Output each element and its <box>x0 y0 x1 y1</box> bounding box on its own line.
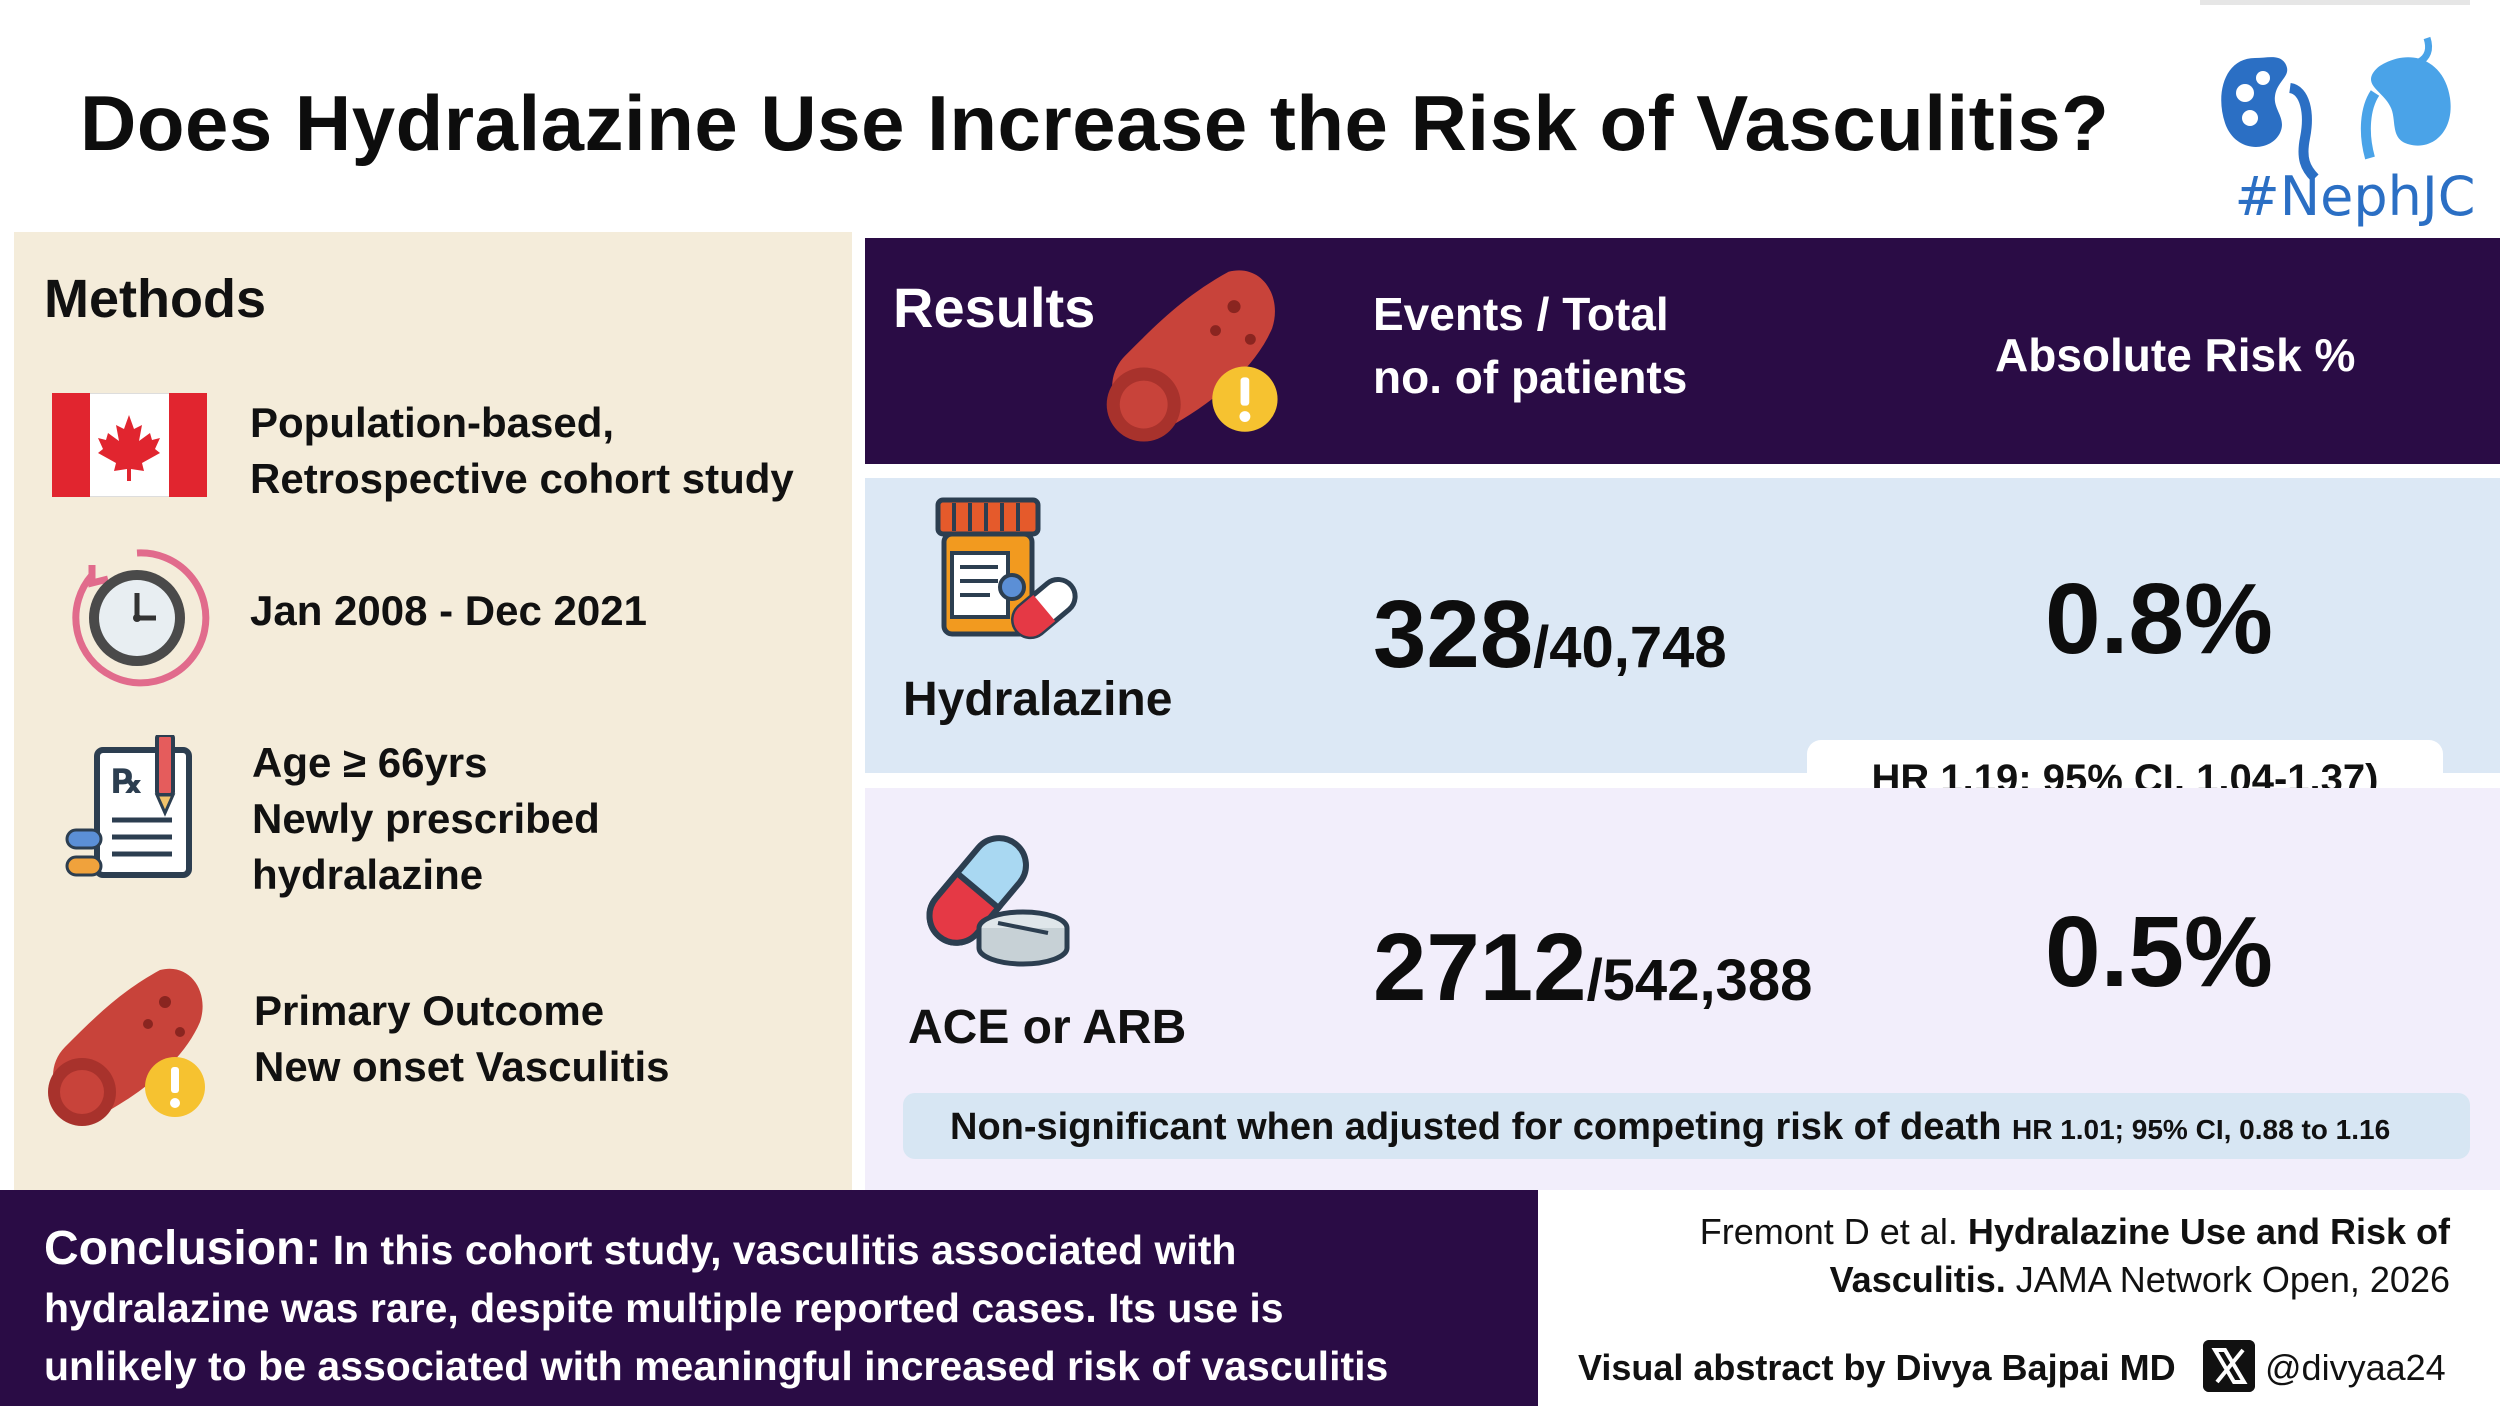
drug-label-hydralazine: Hydralazine <box>903 673 1173 726</box>
svg-text:℞: ℞ <box>112 762 142 802</box>
results-row-hydralazine <box>865 478 2500 773</box>
methods-heading: Methods <box>44 269 266 329</box>
x-logo-icon <box>2203 1340 2255 1392</box>
logo-divider <box>2200 0 2470 5</box>
methods-item-population: Age ≥ 66yrs Newly prescribed hydralazine <box>252 739 600 898</box>
nephjc-logo-icon <box>2221 36 2451 182</box>
events-hydralazine: 328/40,748 <box>1373 581 1727 688</box>
conclusion-panel <box>0 1190 1538 1406</box>
prescription-icon: ℞ <box>65 735 192 878</box>
methods-item-period: Jan 2008 - Dec 2021 <box>250 587 647 634</box>
twitter-handle[interactable]: @divyaa24 <box>2265 1347 2446 1388</box>
clock-icon <box>72 549 210 687</box>
blood-vessel-alert-icon <box>48 968 205 1126</box>
conclusion-text: Conclusion: In this cohort study, vascul… <box>44 1222 1389 1389</box>
nonsignificant-box <box>903 1093 2470 1159</box>
risk-ace-arb: 0.5% <box>2045 896 2273 1008</box>
canada-flag-icon <box>52 393 207 497</box>
methods-item-outcome: Primary Outcome New onset Vasculitis <box>254 987 670 1090</box>
page-title: Does Hydralazine Use Increase the Risk o… <box>80 79 2110 167</box>
events-ace-arb: 2712/542,388 <box>1373 914 1813 1021</box>
drug-label-ace-arb: ACE or ARB <box>908 1001 1187 1054</box>
capsule-tablet-icon <box>926 835 1070 967</box>
pill-bottle-icon <box>935 497 1078 640</box>
blood-vessel-alert-icon <box>1106 270 1278 442</box>
nephjc-logo-text: #NephJC <box>2234 165 2476 228</box>
column-header-risk: Absolute Risk % <box>1995 329 2356 381</box>
nonsignificant-text: Non-significant when adjusted for compet… <box>950 1106 2391 1148</box>
risk-hydralazine: 0.8% <box>2045 563 2273 675</box>
citation: Fremont D et al. Hydralazine Use and Ris… <box>1699 1211 2450 1300</box>
author-credit: Visual abstract by Divya Bajpai MD <box>1578 1347 2176 1388</box>
results-heading: Results <box>893 276 1096 339</box>
methods-item-design: Population-based, Retrospective cohort s… <box>250 399 794 502</box>
column-header-events: Events / Total no. of patients <box>1373 288 1688 403</box>
